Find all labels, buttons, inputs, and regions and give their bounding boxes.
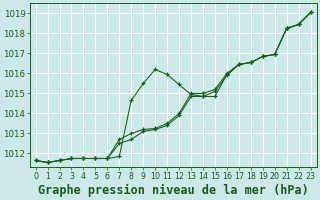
X-axis label: Graphe pression niveau de la mer (hPa): Graphe pression niveau de la mer (hPa) [38,183,308,197]
